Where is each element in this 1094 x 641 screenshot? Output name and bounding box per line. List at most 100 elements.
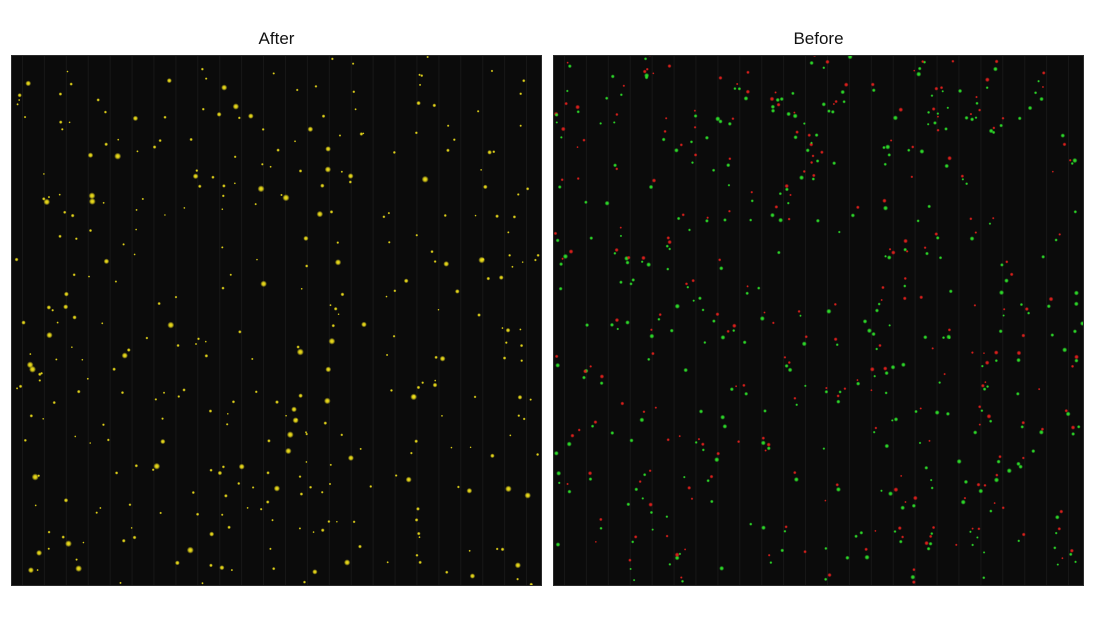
green-spot <box>850 213 856 218</box>
yellow-spot <box>362 132 365 135</box>
green-spot <box>719 565 725 571</box>
yellow-spot <box>446 124 450 128</box>
red-spot <box>878 343 882 348</box>
green-spot <box>649 510 654 515</box>
red-spot <box>819 150 824 155</box>
yellow-spot <box>58 193 61 196</box>
red-spot <box>919 295 924 300</box>
yellow-spot <box>58 234 62 239</box>
yellow-spot <box>238 463 245 470</box>
yellow-spot <box>233 182 236 185</box>
red-spot <box>880 298 883 302</box>
red-spot <box>797 309 801 314</box>
green-spot <box>565 89 569 93</box>
yellow-spot <box>421 175 429 183</box>
yellow-spot <box>220 513 224 517</box>
yellow-spot <box>75 558 78 561</box>
green-spot <box>890 364 896 370</box>
yellow-spot <box>157 301 161 306</box>
red-spot <box>732 323 737 329</box>
yellow-spot <box>474 214 477 217</box>
red-spot <box>984 360 990 366</box>
red-spot <box>789 193 792 197</box>
green-spot <box>1015 391 1020 396</box>
yellow-spot <box>163 115 167 119</box>
yellow-spot <box>358 544 362 549</box>
yellow-spot <box>211 175 215 180</box>
red-spot <box>905 249 909 253</box>
yellow-spot <box>295 418 298 421</box>
yellow-spot <box>340 170 344 174</box>
yellow-spot <box>343 559 351 566</box>
green-spot <box>1073 301 1079 307</box>
green-spot <box>1026 311 1031 315</box>
green-spot <box>972 430 978 435</box>
red-spot <box>889 139 893 142</box>
yellow-spot <box>286 431 294 439</box>
yellow-spot <box>403 278 409 284</box>
green-spot <box>643 57 648 61</box>
yellow-spot <box>120 390 125 395</box>
yellow-spot <box>247 113 254 119</box>
yellow-spot <box>27 567 34 574</box>
green-spot <box>1017 116 1022 121</box>
yellow-spot <box>103 110 108 114</box>
red-spot <box>767 553 771 557</box>
green-spot <box>1072 157 1078 164</box>
yellow-spot <box>414 439 419 444</box>
green-spot <box>914 409 918 414</box>
green-spot <box>887 491 894 497</box>
scan-stripe <box>263 56 265 585</box>
green-spot <box>690 161 695 165</box>
green-spot <box>692 299 696 303</box>
yellow-spot <box>325 146 331 152</box>
yellow-spot <box>68 121 71 124</box>
yellow-spot <box>260 280 267 288</box>
red-spot <box>963 496 967 500</box>
yellow-spot <box>498 275 504 281</box>
yellow-spot <box>167 321 175 329</box>
yellow-spot <box>359 447 362 451</box>
red-spot <box>599 517 603 522</box>
yellow-spot <box>133 253 136 256</box>
red-spot <box>993 350 999 355</box>
green-spot <box>862 319 868 324</box>
red-spot <box>774 204 779 209</box>
red-spot <box>784 525 788 529</box>
yellow-spot <box>63 498 69 503</box>
green-spot <box>1038 429 1044 435</box>
scan-stripe <box>394 56 396 585</box>
green-spot <box>969 117 975 122</box>
yellow-spot <box>320 528 325 533</box>
red-spot <box>766 442 771 447</box>
red-spot <box>870 82 875 87</box>
red-spot <box>1051 170 1054 173</box>
yellow-spot <box>529 398 533 401</box>
red-spot <box>736 440 741 444</box>
red-spot <box>652 72 655 75</box>
yellow-spot <box>254 390 258 394</box>
green-spot <box>619 93 623 97</box>
green-spot <box>938 381 942 385</box>
red-spot <box>934 232 939 236</box>
yellow-spot <box>104 142 109 147</box>
red-spot <box>980 383 985 388</box>
green-spot <box>557 481 561 485</box>
green-spot <box>723 218 727 222</box>
red-spot <box>570 433 575 438</box>
red-spot <box>783 355 787 359</box>
green-spot <box>803 384 807 388</box>
green-spot <box>900 362 906 368</box>
green-spot <box>946 106 950 110</box>
red-spot <box>1070 364 1075 369</box>
green-spot <box>644 75 649 80</box>
red-spot <box>622 84 626 88</box>
yellow-spot <box>432 382 438 388</box>
red-spot <box>904 500 907 504</box>
green-spot <box>964 115 969 120</box>
green-spot <box>884 254 888 258</box>
yellow-spot <box>414 131 418 135</box>
green-spot <box>604 96 609 101</box>
green-spot <box>632 578 636 582</box>
red-spot <box>834 99 838 104</box>
